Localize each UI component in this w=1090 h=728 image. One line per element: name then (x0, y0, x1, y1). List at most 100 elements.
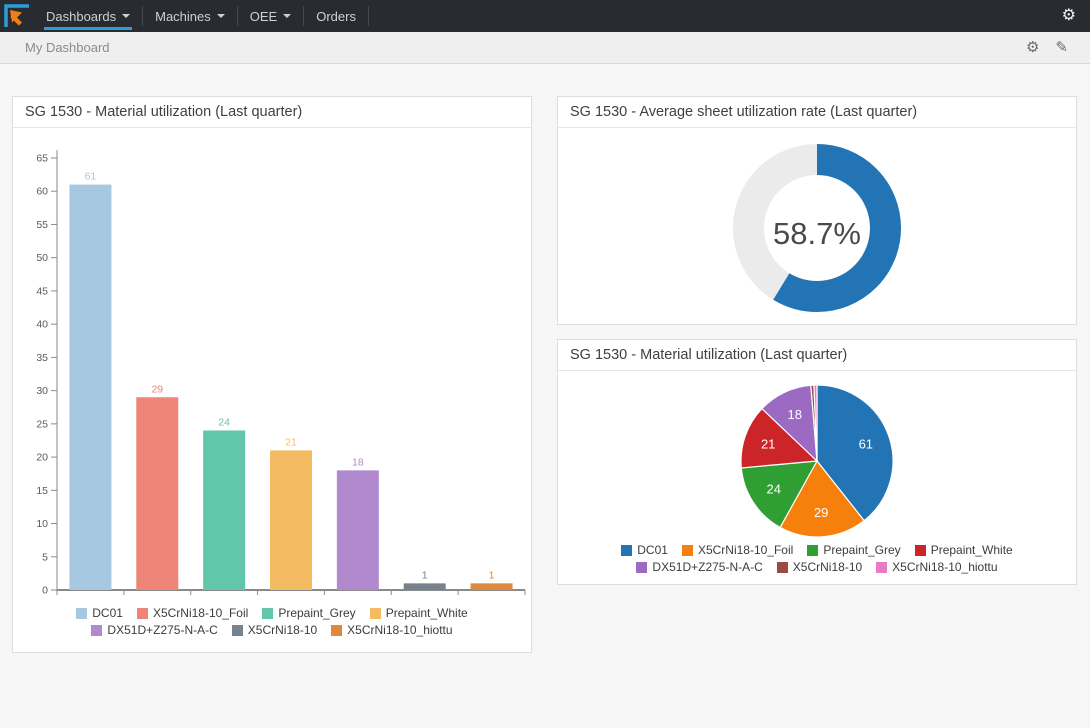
y-axis-tick-label: 65 (36, 153, 48, 165)
pie-slice-X5CrNi18-10_hiottu[interactable] (813, 384, 818, 462)
legend-label: Prepaint_Grey (278, 606, 356, 620)
bar-value-label: 18 (352, 456, 364, 468)
legend-item-Prepaint_White[interactable]: Prepaint_White (369, 606, 468, 620)
donut-chart[interactable] (558, 128, 1076, 324)
panel-title: SG 1530 - Material utilization (Last qua… (13, 97, 531, 128)
legend-item-X5CrNi18-10_hiottu[interactable]: X5CrNi18-10_hiottu (876, 560, 998, 574)
pie-value-label: 24 (766, 482, 780, 497)
legend-item-DC01[interactable]: DC01 (621, 543, 668, 557)
y-axis-tick-label: 10 (36, 518, 48, 530)
legend-swatch (231, 624, 243, 636)
y-axis-tick-label: 60 (36, 186, 48, 198)
y-axis-tick-label: 40 (36, 319, 48, 331)
donut-value-arc[interactable] (733, 144, 901, 312)
legend-label: Prepaint_White (385, 606, 468, 620)
legend-item-X5CrNi18-10[interactable]: X5CrNi18-10 (231, 623, 318, 637)
y-axis-tick-label: 30 (36, 385, 48, 397)
bar-chart[interactable]: 0 5 10 15 20 25 30 35 40 45 50 55 60 65 61 29 24 21 18 1 1 (13, 128, 531, 606)
dashboard-edit-pencil-icon[interactable]: ✎ (1055, 39, 1068, 56)
bar-chart-panel: SG 1530 - Material utilization (Last qua… (12, 96, 532, 653)
nav-item-label: Machines (155, 8, 211, 24)
y-axis-tick-label: 20 (36, 452, 48, 464)
legend-label: DX51D+Z275-N-A-C (652, 560, 763, 574)
active-tab-underline (44, 27, 133, 30)
legend-item-Prepaint_White[interactable]: Prepaint_White (914, 543, 1013, 557)
caret-down-icon (216, 14, 225, 18)
bar-value-label: 1 (422, 569, 428, 581)
nav-separator (367, 6, 369, 26)
donut-center-value: 58.7% (773, 216, 861, 251)
legend-label: X5CrNi18-10 (247, 623, 318, 637)
legend-label: Prepaint_White (930, 543, 1013, 557)
bar-value-label: 1 (489, 569, 495, 581)
y-axis-tick-label: 15 (36, 485, 48, 497)
bar-X5CrNi18-10[interactable] (403, 583, 446, 590)
nav-separator (303, 6, 305, 26)
pie-slice-Prepaint_Grey[interactable] (740, 460, 819, 529)
settings-gear-icon[interactable]: ⚙ (1061, 7, 1076, 24)
legend-swatch (807, 544, 819, 556)
caret-down-icon (122, 14, 131, 18)
bar-X5CrNi18-10_hiottu[interactable] (470, 583, 513, 590)
legend-item-X5CrNi18-10_Foil[interactable]: X5CrNi18-10_Foil (681, 543, 793, 557)
legend-swatch (681, 544, 693, 556)
pie-chart-panel: SG 1530 - Material utilization (Last qua… (557, 339, 1077, 585)
pie-slice-X5CrNi18-10_Foil[interactable] (779, 459, 865, 538)
pie-value-label: 21 (761, 437, 775, 452)
y-axis-tick-label: 35 (36, 352, 48, 364)
nav-item-machines[interactable]: Machines (143, 0, 237, 32)
legend-item-DX51D+Z275-N-A-C[interactable]: DX51D+Z275-N-A-C (91, 623, 218, 637)
bar-Prepaint_White[interactable] (270, 450, 312, 590)
y-axis-tick-label: 50 (36, 252, 48, 264)
legend-item-DX51D+Z275-N-A-C[interactable]: DX51D+Z275-N-A-C (636, 560, 763, 574)
legend-swatch (76, 607, 88, 619)
legend-item-Prepaint_Grey[interactable]: Prepaint_Grey (807, 543, 901, 557)
bar-DC01[interactable] (69, 184, 112, 591)
legend-swatch (262, 607, 274, 619)
legend-swatch (636, 561, 648, 573)
legend-label: X5CrNi18-10_hiottu (892, 560, 998, 574)
app-logo[interactable] (0, 0, 34, 32)
legend-label: DC01 (637, 543, 668, 557)
bar-DX51D+Z275-N-A-C[interactable] (336, 470, 379, 590)
pie-slice-Prepaint_White[interactable] (740, 407, 819, 469)
y-axis-tick-label: 45 (36, 285, 48, 297)
panel-title: SG 1530 - Average sheet utilization rate… (558, 97, 1076, 128)
nav-item-label: Orders (316, 8, 356, 24)
legend-item-X5CrNi18-10_hiottu[interactable]: X5CrNi18-10_hiottu (331, 623, 453, 637)
legend-item-Prepaint_Grey[interactable]: Prepaint_Grey (262, 606, 356, 620)
legend-item-X5CrNi18-10[interactable]: X5CrNi18-10 (776, 560, 862, 574)
bar-value-label: 21 (285, 436, 297, 448)
top-navbar: Dashboards Machines OEE Orders ⚙ (0, 0, 1090, 32)
bar-Prepaint_Grey[interactable] (203, 430, 246, 590)
nav-item-orders[interactable]: Orders (304, 0, 368, 32)
legend-swatch (136, 607, 148, 619)
legend-swatch (91, 624, 103, 636)
pie-chart[interactable]: 61 29 24 21 18 (558, 371, 1076, 543)
bar-value-label: 29 (151, 383, 163, 395)
y-axis-tick-label: 0 (42, 585, 48, 597)
page-title: My Dashboard (25, 40, 110, 55)
pie-value-label: 61 (859, 437, 873, 452)
y-axis-tick-label: 5 (42, 551, 48, 563)
nav-item-dashboards[interactable]: Dashboards (34, 0, 142, 32)
nav-item-oee[interactable]: OEE (238, 0, 303, 32)
nav-item-label: Dashboards (46, 8, 117, 24)
bar-value-label: 24 (218, 416, 230, 428)
pie-value-label: 29 (814, 505, 828, 520)
legend-swatch (914, 544, 926, 556)
pie-slice-DC01[interactable] (816, 384, 894, 522)
legend-swatch (876, 561, 888, 573)
nav-separator (236, 6, 238, 26)
legend-label: DC01 (92, 606, 123, 620)
legend-swatch (331, 624, 343, 636)
legend-label: DX51D+Z275-N-A-C (107, 623, 218, 637)
legend-item-X5CrNi18-10_Foil[interactable]: X5CrNi18-10_Foil (136, 606, 248, 620)
y-axis-tick-label: 25 (36, 418, 48, 430)
pie-chart-legend: DC01 X5CrNi18-10_Foil Prepaint_Grey Prepain… (558, 543, 1076, 574)
nav-separator (142, 6, 144, 26)
legend-swatch (621, 544, 633, 556)
dashboard-settings-gear-icon[interactable]: ⚙ (1025, 39, 1040, 56)
legend-item-DC01[interactable]: DC01 (76, 606, 123, 620)
bar-X5CrNi18-10_Foil[interactable] (136, 397, 179, 590)
